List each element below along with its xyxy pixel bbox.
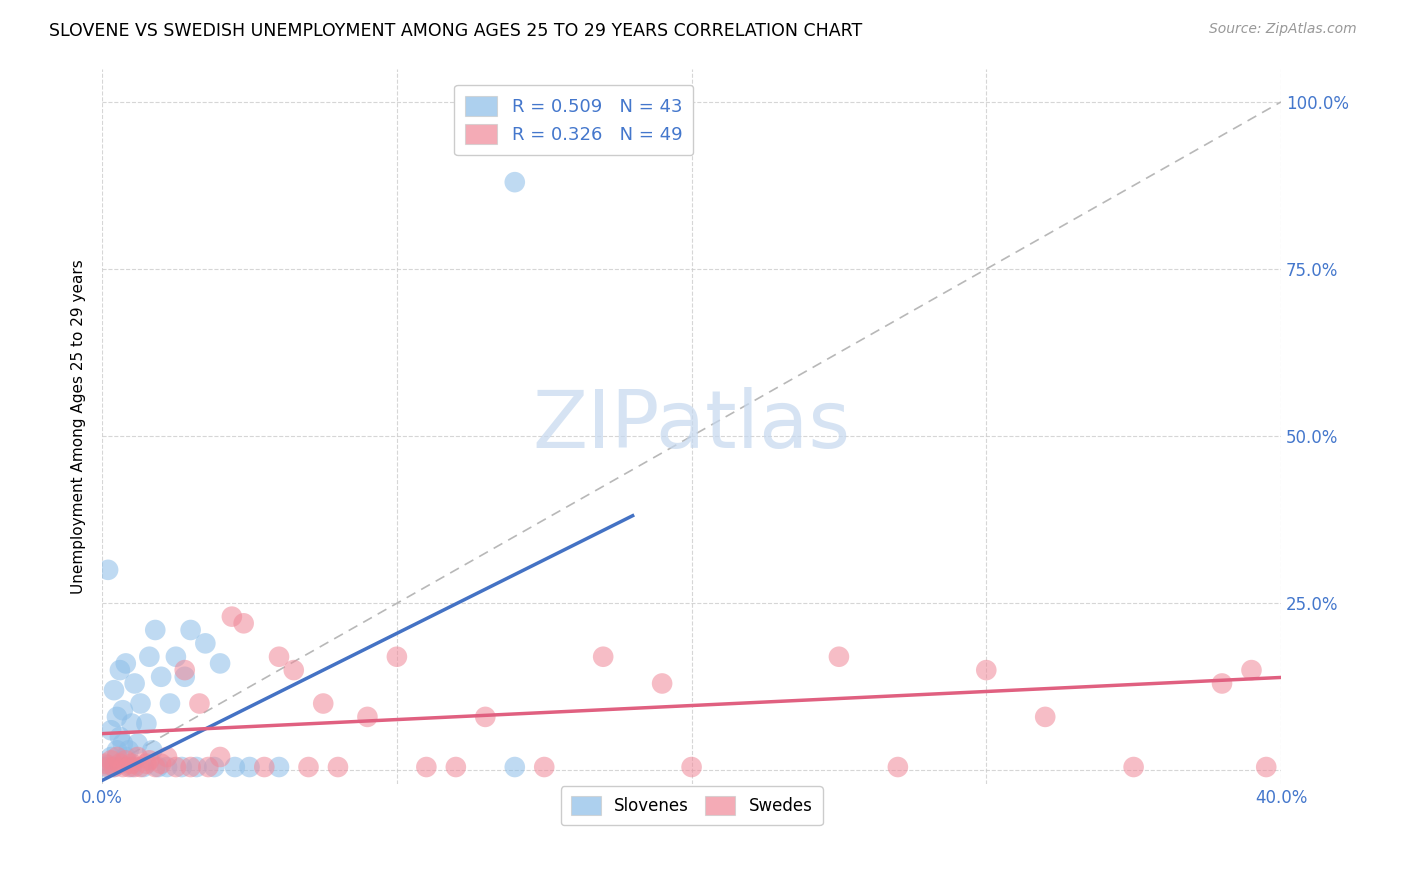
Point [150, 670, 173, 684]
Point [105, 750, 128, 764]
Point [415, 760, 437, 774]
Point [111, 737, 134, 751]
Point [118, 743, 141, 757]
Point [592, 649, 614, 664]
Point [974, 663, 997, 677]
Point [138, 649, 160, 664]
Point [108, 663, 131, 677]
Point [170, 760, 193, 774]
Point [94, 760, 117, 774]
Point [129, 697, 152, 711]
Y-axis label: Unemployment Among Ages 25 to 29 years: Unemployment Among Ages 25 to 29 years [72, 259, 86, 593]
Point [97, 758, 120, 772]
Point [221, 609, 243, 624]
Point [165, 649, 187, 664]
Point [105, 710, 128, 724]
Point [138, 753, 160, 767]
Point [1256, 760, 1278, 774]
Point [209, 750, 232, 764]
Point [283, 663, 305, 677]
Point [124, 676, 146, 690]
Point [180, 760, 202, 774]
Point [100, 753, 122, 767]
Point [100, 723, 122, 738]
Point [111, 703, 134, 717]
Legend: Slovenes, Swedes: Slovenes, Swedes [561, 786, 823, 825]
Point [127, 750, 149, 764]
Point [114, 753, 136, 767]
Point [267, 760, 290, 774]
Point [197, 760, 219, 774]
Point [103, 683, 125, 698]
Point [135, 716, 157, 731]
Text: SLOVENE VS SWEDISH UNEMPLOYMENT AMONG AGES 25 TO 29 YEARS CORRELATION CHART: SLOVENE VS SWEDISH UNEMPLOYMENT AMONG AG… [49, 22, 862, 40]
Point [97, 760, 120, 774]
Text: ZIPatlas: ZIPatlas [533, 387, 851, 465]
Point [94, 756, 117, 771]
Point [97, 563, 120, 577]
Point [156, 750, 179, 764]
Point [103, 760, 125, 774]
Point [100, 750, 122, 764]
Point [238, 760, 260, 774]
Point [356, 710, 378, 724]
Point [127, 737, 149, 751]
Point [651, 676, 673, 690]
Point [180, 623, 202, 637]
Point [474, 710, 496, 724]
Point [141, 743, 163, 757]
Point [232, 616, 254, 631]
Point [224, 760, 246, 774]
Point [165, 760, 187, 774]
Point [173, 663, 195, 677]
Point [135, 756, 157, 771]
Point [1240, 663, 1263, 677]
Point [188, 697, 211, 711]
Point [202, 760, 225, 774]
Point [114, 657, 136, 671]
Point [159, 697, 181, 711]
Point [108, 730, 131, 744]
Point [194, 636, 217, 650]
Point [103, 760, 125, 774]
Point [150, 756, 173, 771]
Point [267, 649, 290, 664]
Point [312, 697, 335, 711]
Point [828, 649, 851, 664]
Point [503, 760, 526, 774]
Point [1122, 760, 1144, 774]
Point [105, 743, 128, 757]
Point [533, 760, 555, 774]
Point [209, 657, 232, 671]
Point [156, 760, 179, 774]
Point [132, 760, 155, 774]
Point [444, 760, 467, 774]
Point [297, 760, 319, 774]
Point [173, 670, 195, 684]
Point [681, 760, 703, 774]
Point [148, 760, 170, 774]
Point [114, 750, 136, 764]
Point [253, 760, 276, 774]
Point [143, 760, 166, 774]
Point [129, 760, 152, 774]
Point [121, 716, 143, 731]
Point [121, 756, 143, 771]
Point [124, 760, 146, 774]
Point [503, 175, 526, 189]
Point [326, 760, 349, 774]
Point [108, 756, 131, 771]
Text: Source: ZipAtlas.com: Source: ZipAtlas.com [1209, 22, 1357, 37]
Point [186, 760, 208, 774]
Point [143, 623, 166, 637]
Point [385, 649, 408, 664]
Point [111, 760, 134, 774]
Point [1211, 676, 1233, 690]
Point [118, 760, 141, 774]
Point [1033, 710, 1056, 724]
Point [121, 760, 143, 774]
Point [887, 760, 910, 774]
